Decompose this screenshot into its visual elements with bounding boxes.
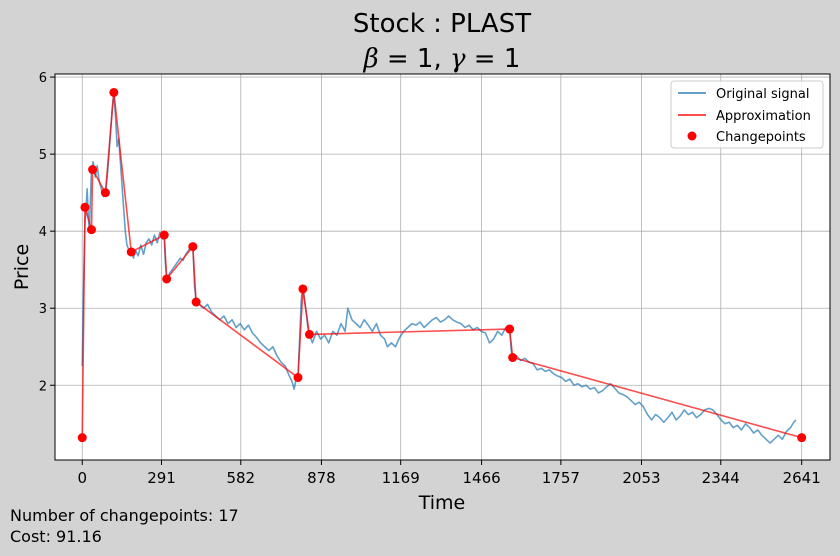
y-axis-label: Price <box>11 244 33 290</box>
gamma-value: = 1 <box>466 44 521 74</box>
x-tick-label: 2641 <box>783 469 821 487</box>
x-tick-label: 1169 <box>382 469 420 487</box>
x-tick-label: 2053 <box>622 469 660 487</box>
changepoint-marker <box>80 202 90 212</box>
y-tick-label: 4 <box>39 225 47 240</box>
beta-symbol: β <box>363 44 379 74</box>
x-tick-label: 878 <box>307 469 336 487</box>
plot-frame <box>54 73 831 461</box>
changepoint-marker <box>293 373 303 383</box>
changepoint-marker <box>159 230 169 240</box>
y-tick-label: 5 <box>39 148 47 163</box>
beta-value: = 1, <box>379 44 450 74</box>
changepoint-marker <box>505 324 515 334</box>
changepoint-marker <box>87 225 97 235</box>
series-layer <box>77 87 807 444</box>
legend-changepoints-marker <box>687 131 697 141</box>
chart-title: Stock : PLAST <box>353 9 531 39</box>
x-tick-label: 1757 <box>542 469 580 487</box>
x-tick-label: 291 <box>147 469 176 487</box>
legend-box <box>670 80 824 149</box>
x-tick-label: 1466 <box>462 469 500 487</box>
original-signal-line <box>81 91 797 444</box>
changepoint-marker <box>298 284 308 294</box>
changepoint-marker <box>191 297 201 307</box>
legend-changepoints-label: Changepoints <box>716 130 806 145</box>
chart-subtitle: β = 1, γ = 1 <box>363 44 521 74</box>
x-tick-label: 2344 <box>702 469 740 487</box>
changepoint-count: Number of changepoints: 17 <box>10 506 239 525</box>
x-axis-label: Time <box>418 492 466 514</box>
axis-ticks: 0 291 582 878 1169 1466 1757 2053 2344 2641 2 3 4 5 6 <box>39 71 821 487</box>
changepoint-marker <box>797 433 807 443</box>
changepoint-marker <box>304 329 314 339</box>
gamma-symbol: γ <box>450 44 466 74</box>
cost-value: Cost: 91.16 <box>10 527 102 546</box>
changepoint-marker <box>162 274 172 284</box>
changepoint-marker <box>188 242 198 252</box>
changepoint-marker <box>126 247 136 257</box>
legend: Original signal Approximation Changepoin… <box>670 80 824 149</box>
changepoint-marker <box>508 353 518 363</box>
changepoint-marker <box>109 87 119 97</box>
x-tick-label: 0 <box>77 469 87 487</box>
changepoint-marker <box>77 433 87 443</box>
y-tick-label: 3 <box>39 302 47 317</box>
changepoint-marker <box>100 188 110 198</box>
x-tick-label: 582 <box>226 469 255 487</box>
legend-original-label: Original signal <box>716 87 809 102</box>
y-tick-label: 6 <box>39 71 47 86</box>
y-tick-label: 2 <box>39 379 47 394</box>
changepoint-marker <box>88 165 98 175</box>
legend-approximation-label: Approximation <box>716 109 811 124</box>
